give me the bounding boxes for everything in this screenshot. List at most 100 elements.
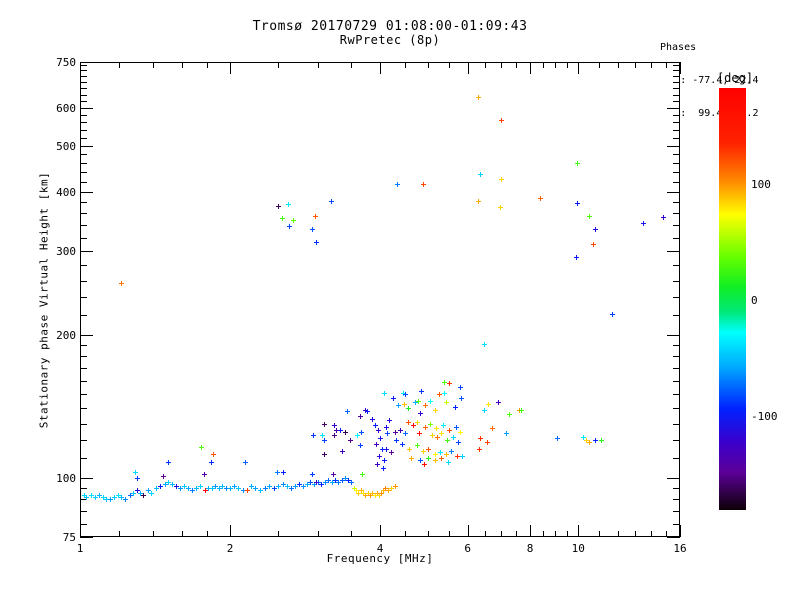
axis-tick xyxy=(80,70,87,72)
x-axis-title: Frequency [MHz] xyxy=(326,552,434,565)
axis-tick xyxy=(651,62,653,68)
axis-tick xyxy=(380,525,381,537)
data-point xyxy=(310,432,316,438)
data-point xyxy=(375,461,381,467)
axis-tick xyxy=(80,115,87,117)
axis-tick xyxy=(667,191,680,193)
axis-tick xyxy=(80,345,87,347)
data-point xyxy=(393,438,399,444)
data-point xyxy=(211,452,217,458)
data-point xyxy=(88,492,94,498)
data-point xyxy=(276,484,282,490)
data-point xyxy=(133,469,139,475)
axis-tick xyxy=(80,213,87,215)
axis-tick xyxy=(598,531,600,537)
data-point xyxy=(128,492,133,498)
data-point xyxy=(485,401,491,407)
data-point xyxy=(590,241,596,247)
axis-tick xyxy=(516,62,518,68)
data-point xyxy=(421,182,427,188)
data-point xyxy=(344,409,350,415)
data-point xyxy=(314,240,320,246)
data-point xyxy=(197,484,203,490)
axis-tick xyxy=(673,345,680,347)
plot-title: Tromsø 20170729 01:08:00-01:09:43 xyxy=(252,19,528,34)
axis-tick xyxy=(555,531,557,537)
colorbar-tick-label: 0 xyxy=(751,294,758,308)
axis-tick xyxy=(673,440,680,442)
data-point xyxy=(580,434,586,440)
data-point xyxy=(427,421,433,427)
axis-tick xyxy=(530,62,531,74)
data-point xyxy=(339,448,345,454)
data-point xyxy=(319,481,325,487)
axis-tick xyxy=(351,62,353,68)
data-point xyxy=(575,200,581,206)
data-point xyxy=(314,479,320,485)
axis-tick xyxy=(80,477,93,479)
data-point xyxy=(357,413,363,419)
data-point xyxy=(421,448,427,454)
data-point xyxy=(401,390,407,396)
data-point xyxy=(122,497,128,503)
data-point xyxy=(503,431,509,437)
data-point xyxy=(396,403,402,409)
data-point xyxy=(258,488,264,494)
axis-tick xyxy=(673,137,680,139)
axis-tick xyxy=(80,137,87,139)
data-point xyxy=(363,407,369,413)
data-point xyxy=(379,490,385,496)
data-point xyxy=(141,492,147,498)
axis-tick xyxy=(80,62,93,63)
axis-tick xyxy=(317,531,319,537)
x-tick-label: 4 xyxy=(376,542,384,555)
axis-tick xyxy=(152,531,154,537)
data-point xyxy=(242,459,248,465)
data-point xyxy=(134,475,140,481)
data-point xyxy=(392,429,398,435)
axis-tick xyxy=(80,380,87,382)
data-point xyxy=(276,204,282,210)
axis-tick xyxy=(80,225,87,227)
data-point xyxy=(458,429,464,435)
data-point xyxy=(392,484,398,490)
axis-tick xyxy=(80,408,87,410)
data-point xyxy=(385,488,391,494)
data-point xyxy=(322,452,328,458)
data-point xyxy=(326,477,332,483)
axis-tick xyxy=(207,62,209,68)
data-point xyxy=(174,484,180,490)
data-point xyxy=(119,280,125,286)
axis-tick xyxy=(516,531,518,537)
axis-tick xyxy=(666,531,668,537)
data-point xyxy=(499,176,505,182)
colorbar-tick-label: 100 xyxy=(751,178,771,192)
axis-tick xyxy=(598,62,600,68)
axis-tick xyxy=(119,531,121,537)
data-point xyxy=(441,390,447,396)
data-point xyxy=(410,423,416,429)
axis-tick xyxy=(278,62,280,68)
data-point xyxy=(478,171,483,177)
y-tick-label: 300 xyxy=(56,245,76,259)
data-point xyxy=(383,486,389,492)
data-point xyxy=(342,429,348,435)
data-point xyxy=(365,490,371,496)
axis-tick xyxy=(80,154,87,156)
data-point xyxy=(506,412,512,418)
data-point xyxy=(440,423,446,429)
data-point xyxy=(417,457,423,463)
data-point xyxy=(104,497,110,503)
axis-tick xyxy=(80,423,87,425)
axis-tick xyxy=(501,62,503,68)
data-point xyxy=(476,446,482,452)
axis-tick xyxy=(80,88,87,90)
data-point xyxy=(262,486,268,492)
data-point xyxy=(416,399,422,404)
data-point xyxy=(202,488,208,494)
data-point xyxy=(409,455,415,461)
data-point xyxy=(285,201,291,207)
data-point xyxy=(429,432,435,438)
data-point xyxy=(388,486,394,492)
data-point xyxy=(426,455,432,461)
